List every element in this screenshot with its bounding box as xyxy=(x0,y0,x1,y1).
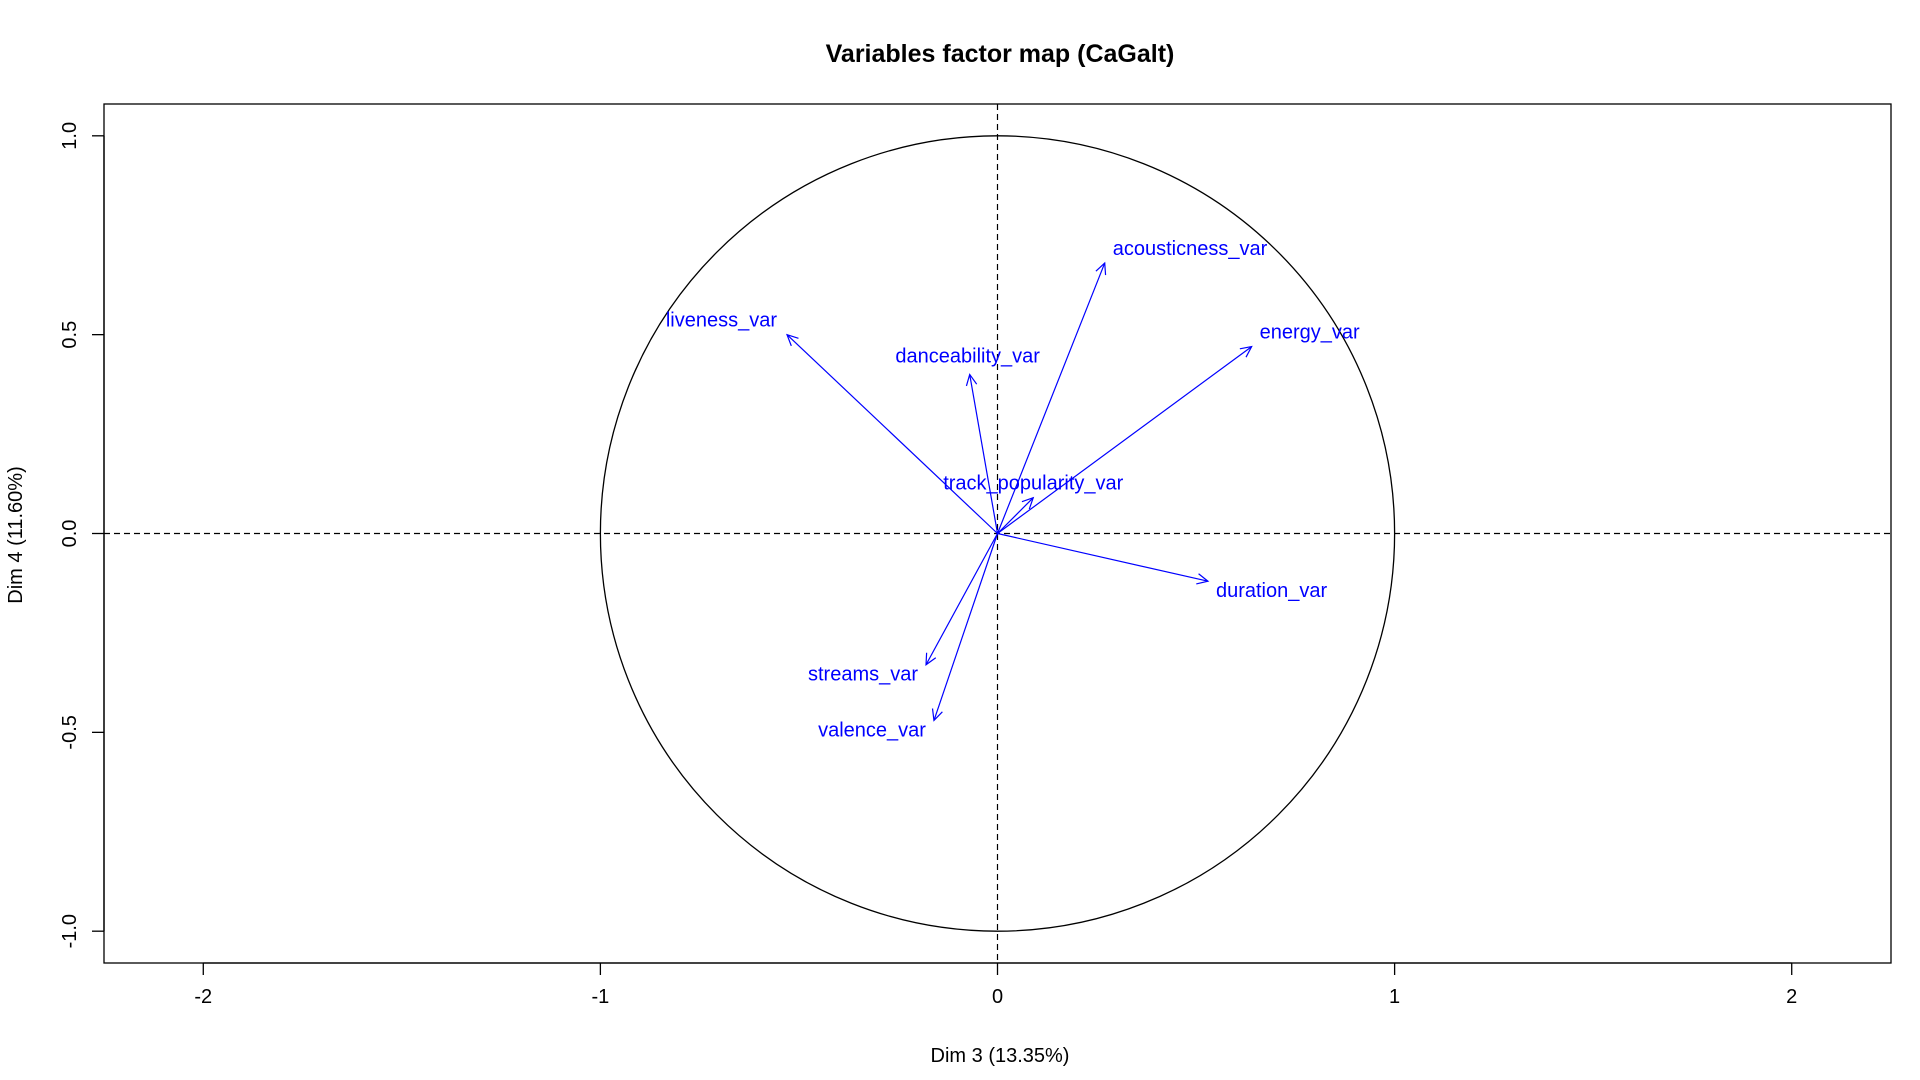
x-tick-label: 1 xyxy=(1389,986,1400,1008)
y-tick-label: -0.5 xyxy=(59,715,81,749)
chart-title: Variables factor map (CaGalt) xyxy=(826,40,1175,68)
label-liveness_var: liveness_var xyxy=(666,310,778,332)
label-duration_var: duration_var xyxy=(1216,580,1328,602)
y-axis: -1.0 -0.5 0.0 0.5 1.0 xyxy=(59,122,105,948)
arrow-track_popularity_var xyxy=(997,497,1034,534)
arrowhead-acousticness_var xyxy=(1095,261,1107,276)
y-tick-label: 1.0 xyxy=(59,122,81,150)
arrow-danceability_var xyxy=(969,374,999,534)
arrow-acousticness_var xyxy=(996,262,1106,534)
x-tick-label: -2 xyxy=(194,986,212,1008)
arrowhead-liveness_var xyxy=(786,333,799,347)
correlation-circle xyxy=(599,135,1396,932)
label-track_popularity_var: track_popularity_var xyxy=(943,473,1123,495)
arrowhead-duration_var xyxy=(1196,573,1210,585)
arrowhead-streams_var xyxy=(925,652,937,666)
arrow-streams_var xyxy=(925,533,999,666)
label-danceability_var: danceability_var xyxy=(895,345,1040,367)
x-tick-label: 0 xyxy=(992,986,1003,1008)
x-tick-label: -1 xyxy=(591,986,609,1008)
y-tick-label: 0.0 xyxy=(59,520,81,548)
label-streams_var: streams_var xyxy=(808,664,918,686)
y-tick-label: 0.5 xyxy=(59,321,81,349)
arrowhead-track_popularity_var xyxy=(1021,496,1035,510)
arrow-duration_var xyxy=(997,532,1209,582)
arrowhead-valence_var xyxy=(931,708,943,722)
arrow-energy_var xyxy=(997,346,1253,534)
arrow-liveness_var xyxy=(786,334,998,534)
plot-area: acousticness_var energy_var liveness_varda… xyxy=(104,104,1891,963)
x-axis-label: Dim 3 (13.35%) xyxy=(931,1045,1070,1067)
arrow-valence_var xyxy=(933,533,999,721)
x-axis: -2 -1 0 1 2 xyxy=(194,962,1797,1008)
arrowhead-danceability_var xyxy=(965,373,978,387)
y-axis-label: Dim 4 (11.60%) xyxy=(5,466,27,603)
y-tick-label: -1.0 xyxy=(59,914,81,948)
arrowhead-energy_var xyxy=(1239,345,1253,358)
label-energy_var: energy_var xyxy=(1260,322,1360,344)
label-acousticness_var: acousticness_var xyxy=(1113,238,1268,260)
label-valence_var: valence_var xyxy=(818,719,926,741)
x-tick-label: 2 xyxy=(1786,986,1797,1008)
